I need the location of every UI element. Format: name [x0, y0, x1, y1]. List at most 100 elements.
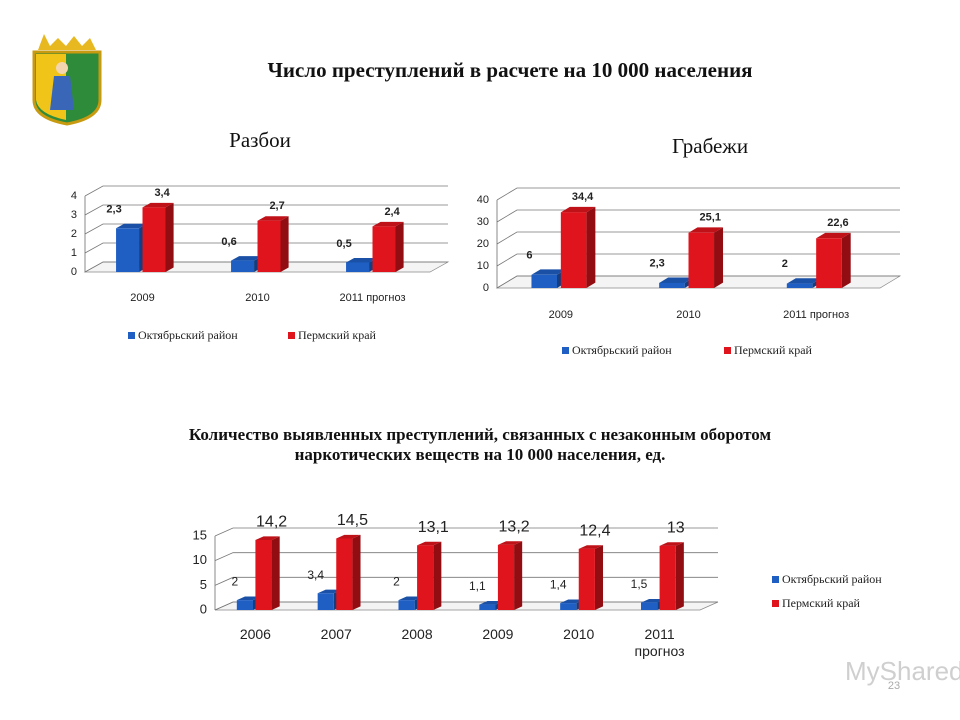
y-tick-label: 4 — [71, 190, 77, 202]
legend-item: Октябрьский район — [128, 328, 238, 343]
x-tick-label: 2010 — [563, 626, 595, 642]
bar-top — [257, 216, 289, 221]
bar — [786, 283, 813, 288]
grid-line — [496, 253, 900, 267]
bar — [560, 212, 587, 288]
legend-item: Пермский край — [724, 343, 812, 358]
bar — [231, 260, 255, 272]
bar — [417, 545, 434, 610]
data-label: 1,5 — [631, 577, 648, 591]
bar — [398, 600, 415, 610]
bar-top — [497, 541, 523, 545]
watermark: MyShared — [845, 656, 960, 686]
legend-swatch — [772, 600, 779, 607]
plot: 0 10 20 30 40 6 34,4 2,3 25,1 2 22,6 — [477, 187, 902, 294]
x-tick-label: 2011 прогноз — [783, 309, 850, 321]
bar — [640, 602, 658, 610]
legend-item: Октябрьский район — [562, 343, 672, 358]
grid-line — [84, 185, 448, 197]
bar-top — [816, 232, 851, 239]
bar-top — [398, 596, 423, 601]
bar — [688, 232, 715, 288]
chart-title: Разбои — [229, 128, 291, 152]
x-tick-label: 2010 — [676, 309, 701, 321]
bar — [116, 228, 140, 272]
bar-top — [531, 269, 567, 275]
bar-top — [116, 223, 148, 229]
grid-line — [496, 231, 900, 245]
bar-side — [841, 232, 851, 288]
data-label: 6 — [526, 249, 532, 261]
grid-line — [84, 223, 448, 235]
data-label: 2 — [782, 258, 788, 270]
grid-line — [84, 261, 448, 273]
bar — [659, 282, 685, 288]
data-label: 0,6 — [221, 236, 236, 248]
bar — [816, 238, 842, 288]
bar-top — [640, 599, 666, 603]
bar — [578, 548, 595, 610]
bar — [479, 604, 496, 610]
bar-top — [659, 277, 694, 283]
data-label: 25,1 — [700, 211, 721, 223]
bar — [531, 274, 558, 288]
data-label: 13,2 — [499, 518, 530, 535]
data-label: 13 — [667, 519, 685, 536]
data-label: 2,7 — [269, 200, 284, 212]
data-label: 14,2 — [256, 514, 287, 531]
data-label: 14,5 — [337, 512, 368, 529]
bar — [336, 538, 353, 610]
data-label: 2,3 — [649, 257, 664, 269]
bar — [560, 603, 577, 610]
x-tick-label: 2009 — [548, 309, 574, 321]
data-label: 2,4 — [384, 206, 400, 218]
data-label: 12,4 — [579, 522, 610, 539]
y-tick-label: 5 — [200, 577, 207, 592]
legend-swatch — [128, 332, 135, 339]
bar-top — [236, 596, 262, 601]
y-tick-label: 0 — [200, 601, 207, 616]
bar-side — [271, 536, 280, 610]
x-tick-label: 2011 прогноз — [339, 292, 406, 304]
bar-top — [317, 589, 342, 594]
data-label: 2 — [231, 575, 238, 589]
bar-top — [659, 542, 684, 546]
x-tick-label: 2009 — [482, 626, 514, 642]
y-tick-label: 2 — [71, 228, 77, 240]
data-label: 1,1 — [469, 579, 486, 593]
bar-top — [255, 536, 280, 540]
grid-line — [214, 576, 718, 586]
grid-line — [214, 601, 718, 611]
bar-top — [688, 227, 724, 233]
bar — [497, 544, 515, 610]
grid-line — [214, 527, 718, 537]
data-label: 34,4 — [572, 191, 594, 203]
y-tick-label: 10 — [477, 260, 489, 272]
bar-top — [560, 206, 596, 213]
bar — [236, 600, 253, 610]
y-tick-label: 0 — [71, 266, 77, 278]
grid-line — [214, 552, 718, 562]
chart-title: Количество выявленных преступлений, связ… — [188, 425, 772, 464]
bar — [257, 220, 281, 272]
bar-side — [433, 541, 442, 610]
y-tick-label: 15 — [193, 527, 207, 542]
bar-side — [352, 534, 361, 610]
legend-label: Октябрьский район — [782, 572, 882, 586]
data-label: 2,3 — [106, 204, 121, 216]
bar — [659, 545, 676, 610]
bar — [255, 539, 272, 610]
data-label: 3,4 — [307, 568, 324, 582]
bar-top — [417, 541, 442, 546]
bar-top — [336, 534, 361, 539]
plot: 0 5 10 15 2 14,2 3,4 14,5 2 13,1 1,1 13,2 1,4 12,4 1,5… — [193, 512, 719, 616]
bar-side — [594, 545, 604, 610]
bar-top — [479, 600, 504, 605]
grid-line — [496, 209, 900, 223]
legend-swatch — [288, 332, 295, 339]
data-label: 3,4 — [154, 187, 170, 199]
grid-line — [84, 204, 448, 216]
legend-label: Пермский край — [734, 343, 812, 357]
logo — [32, 34, 102, 126]
